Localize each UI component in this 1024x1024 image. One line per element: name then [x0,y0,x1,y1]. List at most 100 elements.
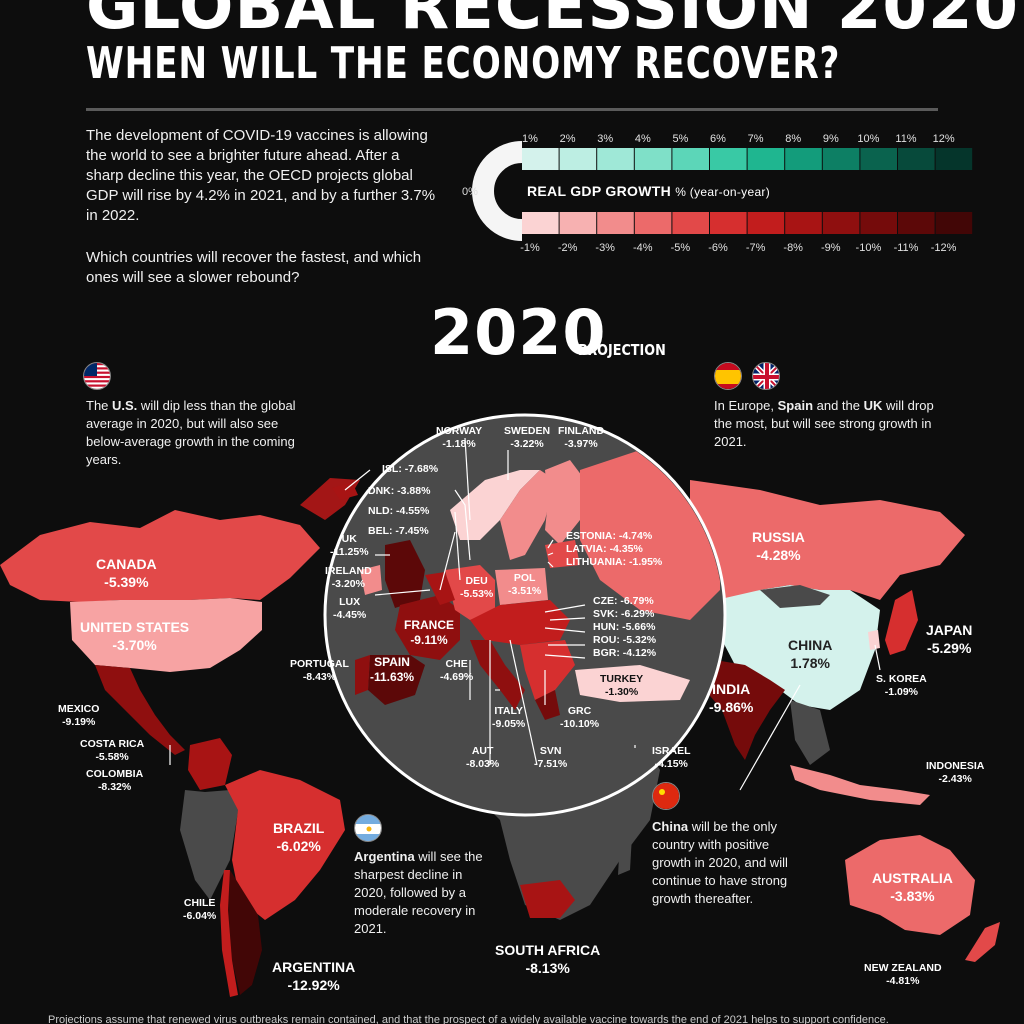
label-hun: HUN: -5.66% [593,621,656,633]
legend-swatch-negative [935,212,973,234]
legend-tick-negative: -12% [931,242,957,254]
page-title: GLOBAL RECESSION 2020 [86,0,1019,44]
label-latvia: LATVIA: -4.35% [566,543,643,555]
legend-tick-negative: -6% [708,242,728,254]
region-spain [368,655,425,705]
divider [86,108,938,111]
region-brazil [225,770,345,920]
intro-paragraph: The development of COVID-19 vaccines is … [86,127,436,224]
legend-swatch-negative [898,212,935,234]
legend-tick-positive: 7% [748,133,764,145]
region-australia [845,835,975,935]
legend-tick-negative: -11% [894,242,919,254]
legend-tick-positive: 9% [823,133,839,145]
legend-swatch-negative [747,212,785,234]
legend-swatch-positive [785,148,822,170]
intro-question: Which countries will recover the fastest… [86,249,422,286]
region-argentina [228,870,262,995]
legend-swatch-negative [860,212,897,234]
region-germany [445,565,495,620]
footer-note: Projections assume that renewed virus ou… [48,1014,889,1024]
leader-lines [169,437,881,791]
region-baltics [545,540,580,568]
legend-tick-negative: -10% [856,242,882,254]
legend-swatch-negative [672,212,709,234]
region-france [395,595,460,660]
region-sweden [500,470,555,560]
us-flag-icon [83,362,111,390]
legend-tick-negative: -2% [558,242,578,254]
region-balkans [520,640,575,700]
region-ireland [360,565,382,595]
legend-tick-positive: 6% [710,133,726,145]
legend-tick-positive: 3% [597,133,613,145]
label-colombia: COLOMBIA -8.32% [86,768,144,793]
region-india [705,660,785,760]
region-portugal [355,655,370,695]
legend-swatch-negative [710,212,747,234]
note-argentina: Argentina will see the sharpest decline … [354,849,483,936]
legend-tick-positive: 1% [522,133,538,145]
legend-swatch-negative [597,212,634,234]
legend-swatch-positive [710,148,747,170]
label-bgr: BGR: -4.12% [593,647,657,659]
label-s-korea: S. KOREA -1.09% [876,673,927,698]
label-deu: DEU -5.53% [460,575,494,600]
legend-swatch-positive [634,148,672,170]
label-south-africa: SOUTH AFRICA -8.13% [495,942,601,976]
legend-swatch-negative [822,212,860,234]
legend-swatch-positive [935,148,973,170]
legend-title-text: REAL GDP GROWTH [527,183,671,199]
region-turkey [575,665,690,702]
label-russia: RUSSIA -4.28% [752,529,805,563]
region-colombia [188,738,232,790]
legend-unit: % (year-on-year) [675,185,771,199]
region-new-zealand [965,922,1000,962]
label-grc: GRC -10.10% [560,705,600,730]
label-israel: ISRAEL -4.15% [652,745,691,770]
region-mexico [95,665,185,755]
label-cze: CZE: -6.79% [593,595,654,607]
legend-tick-negative: -3% [595,242,615,254]
label-indonesia: INDONESIA -2.43% [926,760,985,785]
label-lux: LUX -4.45% [333,596,367,621]
argentina-flag-icon [354,814,382,842]
section-label: PROJECTION [578,341,666,359]
label-rou: ROU: -5.32% [593,634,657,646]
label-uk: UK -11.25% [330,533,369,558]
region-finland [545,460,585,545]
region-south-africa [520,880,575,918]
legend-zero-label: 0% [462,186,478,198]
legend-swatch-negative [522,212,559,234]
region-chile [220,870,238,997]
legend-tick-negative: -8% [783,242,803,254]
legend-tick-negative: -5% [671,242,691,254]
label-new-zealand: NEW ZEALAND -4.81% [864,962,942,987]
legend-swatch-negative [785,212,822,234]
note-europe: In Europe, Spain and the UK will drop th… [714,398,934,449]
region-greece [535,690,560,720]
legend-title: REAL GDP GROWTH % (year-on-year) [527,183,770,199]
label-ireland: IRELAND -3.20% [325,565,372,590]
region-madagascar [618,835,632,875]
legend-tick-positive: 11% [895,133,916,145]
label-japan: JAPAN -5.29% [926,622,973,656]
label-australia: AUSTRALIA -3.83% [872,870,953,904]
legend-swatch-negative [634,212,672,234]
legend-tick-positive: 10% [857,133,879,145]
page-subtitle: WHEN WILL THE ECONOMY RECOVER? [86,38,841,89]
label-chile: CHILE -6.04% [183,897,217,922]
label-nld: NLD: -4.55% [368,505,430,517]
label-costa-rica: COSTA RICA -5.58% [80,738,145,763]
legend-tick-negative: -1% [520,242,540,254]
legend-tick-positive: 4% [635,133,651,145]
legend-swatch-positive [898,148,935,170]
label-aut: AUT -8.03% [466,745,500,770]
uk-flag-icon [752,362,780,390]
label-italy: ITALY -9.05% [492,705,526,730]
label-united-states: UNITED STATES -3.70% [80,619,190,653]
region-se-asia [790,700,830,765]
note-us: The U.S. will dip less than the global a… [86,398,296,467]
label-canada: CANADA -5.39% [96,556,157,590]
